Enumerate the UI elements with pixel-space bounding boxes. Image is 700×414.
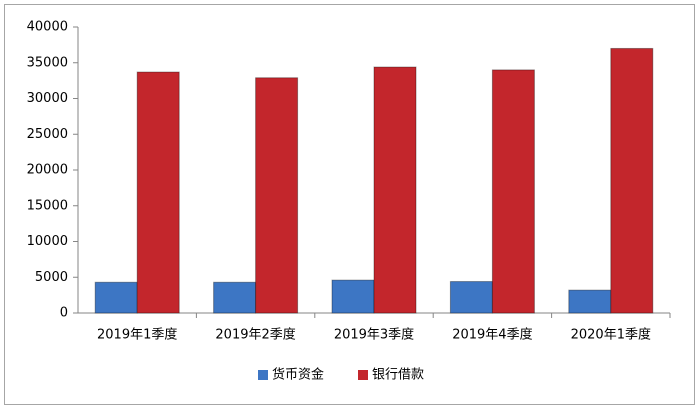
bar xyxy=(491,69,535,314)
legend-swatch xyxy=(258,370,268,380)
bar xyxy=(568,289,612,314)
bar xyxy=(94,281,138,314)
bar xyxy=(373,66,417,314)
y-tick-label: 5000 xyxy=(35,270,68,285)
y-tick-label: 40000 xyxy=(27,20,68,35)
legend-label: 银行借款 xyxy=(372,368,424,383)
y-tick-label: 0 xyxy=(60,306,68,321)
bar xyxy=(136,71,180,314)
y-tick-label: 20000 xyxy=(27,163,68,178)
y-tick-label: 30000 xyxy=(27,91,68,106)
bar xyxy=(610,47,654,314)
legend-label: 货币资金 xyxy=(272,367,324,383)
legend-swatch xyxy=(358,370,368,380)
x-tick-label: 2019年1季度 xyxy=(97,327,177,343)
bar xyxy=(449,281,493,314)
y-tick-label: 25000 xyxy=(27,127,68,142)
y-tick-label: 10000 xyxy=(27,234,68,249)
x-tick-label: 2020年1季度 xyxy=(571,327,651,343)
y-tick-label: 35000 xyxy=(27,55,68,70)
bar xyxy=(255,77,299,314)
y-tick-label: 15000 xyxy=(27,198,68,213)
bar xyxy=(213,281,257,314)
bar xyxy=(331,279,375,314)
x-tick-label: 2019年2季度 xyxy=(215,327,295,343)
x-tick-label: 2019年4季度 xyxy=(452,327,532,343)
x-tick-label: 2019年3季度 xyxy=(334,327,414,343)
chart-frame xyxy=(4,4,695,405)
